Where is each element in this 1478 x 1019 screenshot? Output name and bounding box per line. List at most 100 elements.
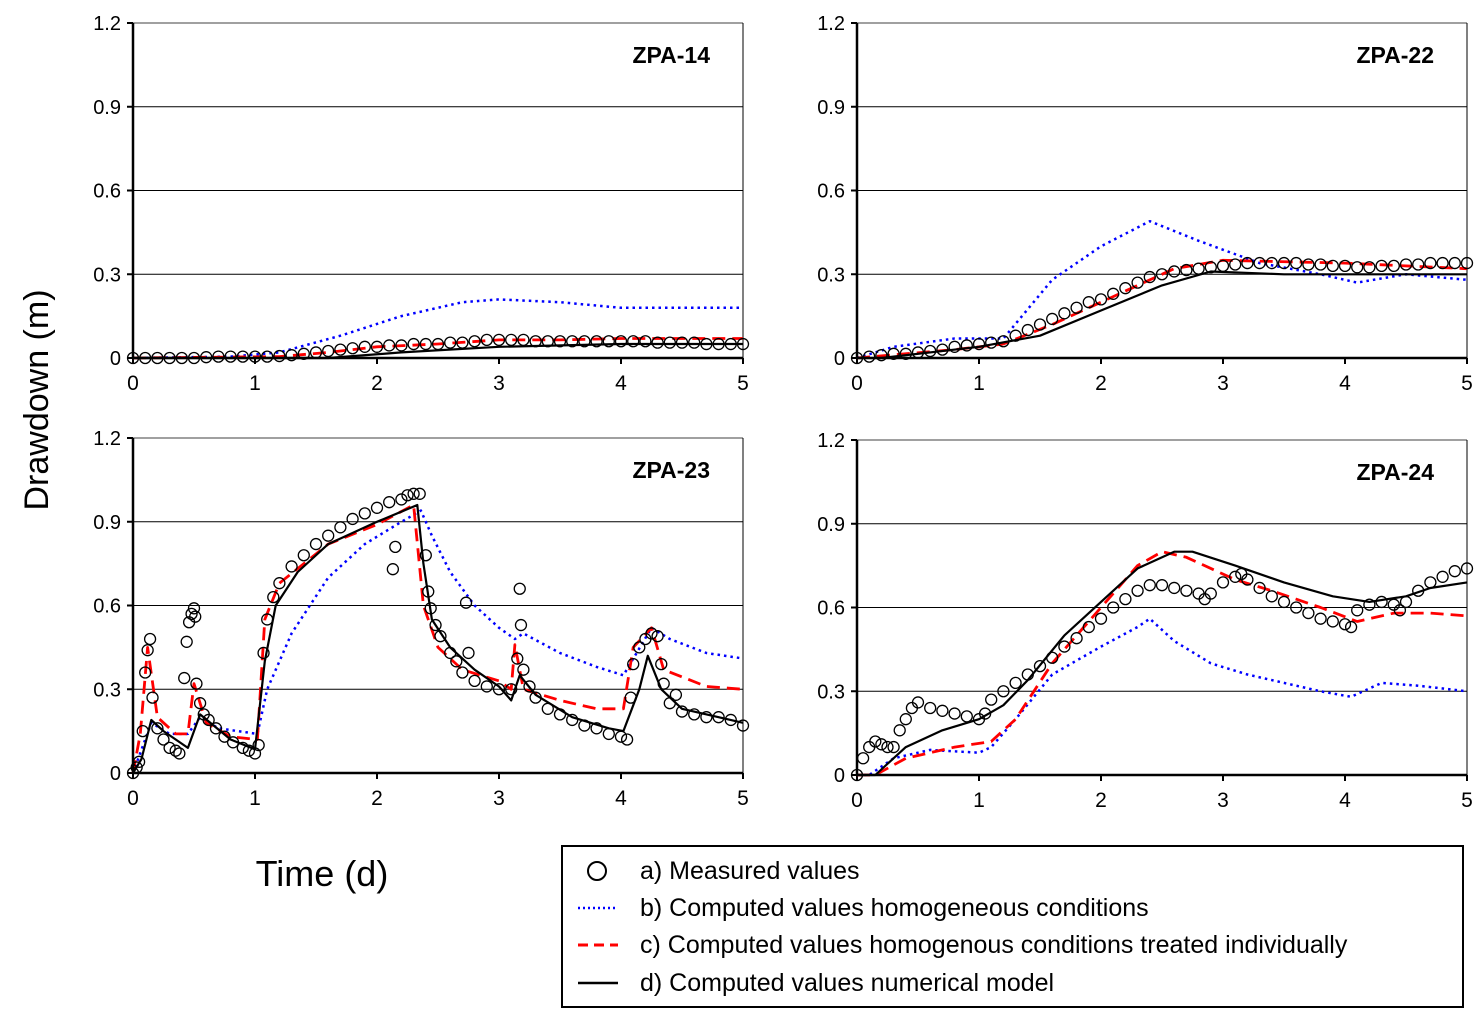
y-tick-label: 0.6 bbox=[93, 181, 121, 203]
measured-point bbox=[1094, 293, 1108, 306]
measured-point bbox=[226, 736, 240, 749]
measured-point bbox=[627, 657, 640, 671]
measured-point bbox=[257, 646, 270, 660]
measured-point bbox=[1277, 595, 1291, 609]
measured-point bbox=[881, 740, 894, 754]
measured-point bbox=[724, 713, 737, 727]
measured-point bbox=[675, 705, 689, 718]
measured-point bbox=[517, 333, 530, 347]
measured-point bbox=[724, 337, 737, 351]
series-d-line bbox=[857, 550, 1468, 777]
measured-point bbox=[1253, 256, 1266, 270]
measured-point bbox=[736, 337, 750, 351]
measured-point bbox=[700, 711, 713, 724]
measured-point bbox=[633, 641, 646, 654]
measured-point bbox=[248, 747, 262, 760]
measured-point bbox=[334, 521, 347, 534]
measured-point bbox=[218, 730, 231, 743]
measured-point bbox=[1131, 584, 1144, 597]
measured-point bbox=[429, 618, 442, 632]
measured-point bbox=[1094, 612, 1108, 625]
legend-box bbox=[561, 845, 1464, 1008]
y-tick-label: 0.3 bbox=[93, 264, 121, 286]
series-a-measured bbox=[126, 333, 750, 365]
y-tick-label: 0.6 bbox=[817, 598, 845, 620]
measured-point bbox=[370, 340, 384, 353]
y-axis-label: Drawdown (m) bbox=[18, 289, 56, 510]
panel-title: ZPA-14 bbox=[632, 42, 710, 68]
measured-point bbox=[1290, 256, 1303, 270]
legend: a) Measured values b) Computed values ho… bbox=[561, 845, 1464, 1008]
measured-point bbox=[173, 747, 186, 760]
measured-point bbox=[513, 582, 526, 595]
y-tick-label: 1.2 bbox=[93, 13, 121, 35]
measured-point bbox=[1326, 259, 1339, 273]
measured-point bbox=[1107, 601, 1120, 614]
measured-point bbox=[1119, 282, 1132, 295]
measured-point bbox=[1436, 256, 1449, 270]
measured-point bbox=[383, 496, 396, 509]
measured-point bbox=[997, 335, 1010, 348]
x-tick-label: 5 bbox=[1461, 789, 1473, 812]
measured-point bbox=[468, 674, 481, 688]
y-tick-label: 0.6 bbox=[817, 181, 845, 203]
measured-point bbox=[139, 666, 152, 679]
measured-point bbox=[389, 540, 402, 554]
measured-point bbox=[1393, 604, 1407, 617]
measured-point bbox=[1412, 258, 1425, 271]
measured-point bbox=[1082, 296, 1095, 309]
x-tick-label: 4 bbox=[615, 787, 627, 810]
measured-point bbox=[899, 713, 912, 726]
measured-point bbox=[948, 707, 961, 720]
series-b-line bbox=[857, 617, 1468, 777]
measured-point bbox=[422, 585, 435, 598]
measured-point bbox=[529, 335, 542, 348]
measured-point bbox=[936, 343, 949, 356]
measured-point bbox=[1046, 312, 1059, 326]
measured-point bbox=[242, 744, 256, 757]
measured-point bbox=[252, 738, 265, 752]
measured-point bbox=[358, 507, 371, 520]
measured-point bbox=[1351, 261, 1364, 274]
measured-point bbox=[541, 335, 554, 348]
measured-point bbox=[358, 340, 371, 353]
measured-point bbox=[1216, 576, 1230, 589]
measured-point bbox=[1314, 612, 1327, 625]
measured-point bbox=[431, 337, 445, 351]
measured-point bbox=[1143, 270, 1156, 284]
measured-point bbox=[297, 347, 310, 360]
measured-point bbox=[444, 646, 457, 660]
measured-point bbox=[712, 337, 725, 351]
measured-point bbox=[602, 335, 615, 348]
x-axis-label: Time (d) bbox=[256, 853, 389, 894]
measured-point bbox=[1204, 587, 1217, 600]
measured-point bbox=[712, 711, 725, 724]
measured-point bbox=[1082, 620, 1095, 634]
measured-point bbox=[1119, 592, 1132, 606]
measured-point bbox=[887, 347, 900, 360]
measured-point bbox=[985, 693, 998, 706]
y-tick-label: 1.2 bbox=[93, 428, 121, 450]
measured-point bbox=[456, 336, 469, 349]
measured-point bbox=[1155, 579, 1169, 592]
measured-point bbox=[459, 596, 473, 609]
y-tick-label: 0 bbox=[110, 763, 121, 785]
measured-point bbox=[1180, 263, 1193, 277]
panel-title: ZPA-23 bbox=[632, 457, 710, 483]
measured-point bbox=[1302, 606, 1315, 620]
measured-point bbox=[480, 333, 493, 347]
y-tick-label: 0.3 bbox=[817, 264, 845, 286]
measured-point bbox=[620, 733, 634, 746]
y-tick-label: 0 bbox=[834, 765, 845, 787]
measured-point bbox=[1180, 584, 1193, 597]
measured-point bbox=[972, 337, 986, 351]
x-tick-label: 1 bbox=[973, 789, 985, 812]
series-a-measured bbox=[850, 562, 1474, 782]
measured-point bbox=[663, 697, 676, 710]
measured-point bbox=[178, 671, 191, 685]
measured-point bbox=[190, 677, 203, 690]
x-tick-label: 5 bbox=[1461, 372, 1473, 395]
measured-point bbox=[401, 489, 414, 502]
measured-point bbox=[285, 349, 298, 362]
